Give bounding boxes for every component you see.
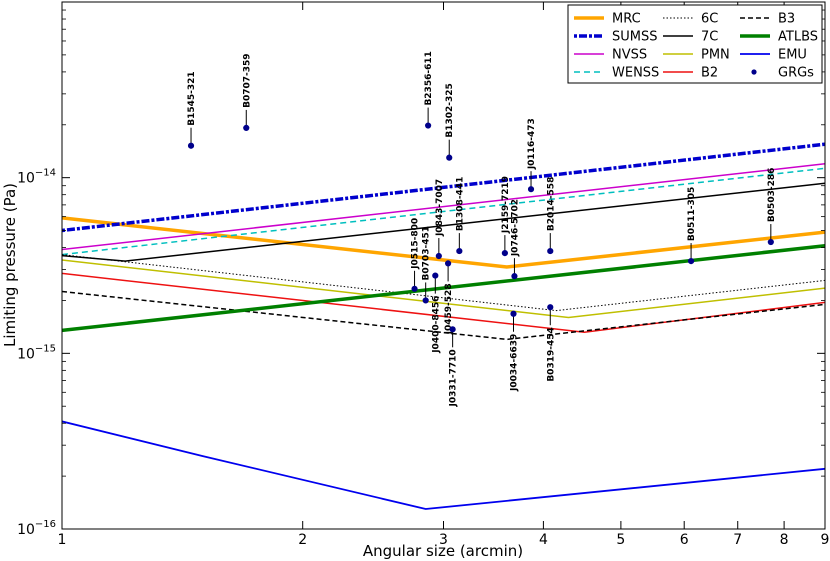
grg-label-j2159-7219: J2159-7219	[501, 176, 511, 234]
grg-label-j0331-7710: J0331-7710	[449, 349, 459, 407]
grg-point-b0503-286	[767, 238, 774, 246]
legend-label-mrc: MRC	[612, 12, 641, 27]
grg-point-j0459-528	[444, 260, 452, 267]
grg-label-b0703-451: B0703-451	[422, 226, 432, 280]
grg-point-b0707-359	[243, 124, 250, 132]
grg-point-j0515-800	[411, 285, 418, 292]
grg-label-b1545-321: B1545-321	[187, 71, 197, 125]
series-line-mrc	[62, 216, 825, 269]
y-tick-exponent: −15	[35, 343, 56, 354]
legend-label-b3: B3	[778, 12, 795, 27]
y-tick-exponent: −16	[35, 519, 56, 530]
grg-label-j0843-7007: J0843-7007	[435, 179, 445, 237]
legend-label-sumss: SUMSS	[612, 30, 658, 45]
grg-point-b1308-441	[456, 247, 463, 255]
legend-label-b2: B2	[701, 66, 718, 81]
y-tick-label: 10−14	[17, 168, 56, 187]
legend-label-pmn: PMN	[701, 48, 730, 63]
grg-point-j0400-8456	[432, 272, 439, 279]
y-tick-base: 10	[17, 346, 35, 362]
y-tick-exponent: −14	[35, 168, 56, 179]
grg-label-b0511-305: B0511-305	[687, 187, 697, 241]
series-line-wenss	[62, 167, 825, 256]
series-layer	[62, 142, 825, 510]
series-line-sumss	[62, 142, 825, 233]
grg-point-b1302-325	[446, 154, 453, 161]
legend-label-emu: EMU	[778, 48, 807, 63]
x-tick-label-2: 2	[298, 532, 307, 548]
series-line-7c	[62, 182, 825, 262]
x-tick-label-4: 4	[539, 532, 548, 548]
series-line-emu	[62, 420, 825, 510]
grg-label-b1302-325: B1302-325	[445, 83, 455, 137]
legend-label-wenss: WENSS	[612, 66, 659, 81]
x-tick-label-8: 8	[780, 532, 789, 548]
x-tick-label-7: 7	[733, 532, 742, 548]
x-tick-label-9: 9	[821, 532, 830, 548]
grg-label-j0034-6639: J0034-6639	[509, 334, 519, 392]
y-tick-label: 10−16	[17, 519, 56, 538]
grg-layer: B1545-321 B0707-359 B2356-611 B1302-325 J011…	[187, 51, 777, 407]
legend-label-7c: 7C	[701, 30, 718, 45]
legend-label-nvss: NVSS	[612, 48, 647, 63]
legend-marker-grgs	[751, 69, 757, 75]
grg-point-b2014-558	[547, 247, 554, 255]
grg-point-b0703-451	[422, 297, 429, 304]
grg-label-b0319-454: B0319-454	[546, 327, 556, 381]
grg-point-b0511-305	[687, 258, 695, 265]
grg-point-j2159-7219	[501, 250, 508, 257]
grg-label-b0707-359: B0707-359	[242, 53, 252, 107]
y-tick-base: 10	[17, 522, 35, 538]
grg-point-j0843-7007	[435, 252, 442, 260]
grg-label-b1308-441: B1308-441	[455, 177, 465, 231]
y-tick-label: 10−15	[17, 343, 56, 362]
grg-point-j0746-5702	[511, 273, 518, 280]
grg-label-b2356-611: B2356-611	[424, 51, 434, 105]
grg-label-j0515-800: J0515-800	[411, 218, 421, 270]
x-axis-title: Angular size (arcmin)	[363, 542, 523, 560]
grg-label-b0503-286: B0503-286	[767, 168, 777, 222]
grg-point-b0319-454	[547, 304, 554, 311]
series-line-pmn	[62, 259, 825, 319]
legend-label-grgs: GRGs	[778, 66, 814, 81]
x-tick-label-3: 3	[439, 532, 448, 548]
grg-label-b2014-558: B2014-558	[546, 177, 556, 231]
grg-label-j0746-5702: J0746-5702	[510, 199, 520, 257]
grg-point-b1545-321	[187, 142, 195, 149]
series-line-b2	[62, 272, 825, 333]
x-tick-label-5: 5	[616, 532, 625, 548]
y-tick-base: 10	[17, 171, 35, 187]
x-tick-label-1: 1	[58, 532, 67, 548]
grg-label-j0400-8456: J0400-8456	[431, 296, 441, 354]
x-tick-label-6: 6	[680, 532, 689, 548]
series-line-6c	[62, 254, 825, 312]
legend-label-atlbs: ATLBS	[778, 30, 818, 45]
grg-point-j0331-7710	[449, 326, 456, 333]
series-line-atlbs	[62, 243, 825, 333]
legend-label-6c: 6C	[701, 12, 718, 27]
legend-box	[567, 4, 823, 84]
grg-label-j0116-473: J0116-473	[527, 118, 537, 170]
series-line-nvss	[62, 163, 825, 251]
grg-point-j0116-473	[527, 186, 535, 193]
grg-point-b2356-611	[425, 122, 432, 129]
grg-point-j0034-6639	[510, 310, 517, 317]
legend: MRC SUMSS NVSS WENSS 6C 7C PMN B2 B3 ATLBS EMU GRGs	[567, 4, 823, 84]
y-axis-title: Limiting pressure (Pa)	[1, 183, 19, 347]
series-line-b3	[62, 290, 825, 341]
grg-label-j0459-528: J0459-528	[444, 283, 454, 335]
